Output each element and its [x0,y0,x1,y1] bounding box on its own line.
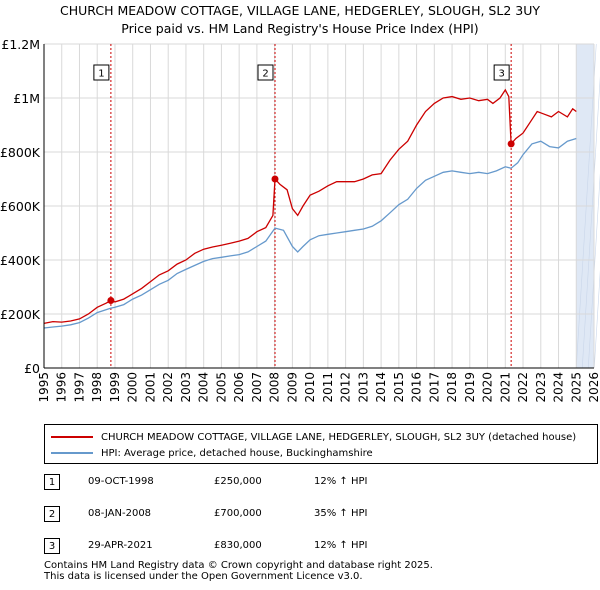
x-tick-label: 2021 [498,372,512,403]
x-tick-label: 2012 [339,372,353,403]
y-tick-label: £1M [13,91,40,106]
x-tick-label: 2023 [534,372,548,403]
sale-marker-label: 2 [262,69,268,80]
y-tick-label: £800K [0,145,41,160]
legend-item-property: CHURCH MEADOW COTTAGE, VILLAGE LANE, HED… [51,430,576,444]
x-tick-label: 2024 [552,372,566,403]
sale-point [271,175,279,183]
x-tick-label: 2019 [463,372,477,403]
footer: Contains HM Land Registry data © Crown c… [44,560,433,582]
x-tick-label: 2004 [197,372,211,403]
sale-number-badge: 2 [44,506,60,522]
x-tick-label: 2025 [569,372,583,403]
x-tick-label: 1995 [37,372,51,403]
legend-swatch-property [51,436,93,438]
x-tick-label: 1999 [108,372,122,403]
x-tick-label: 2015 [392,372,406,403]
future-hatch [593,270,600,369]
y-tick-label: £0 [24,361,40,376]
sale-price: £250,000 [214,476,262,487]
x-tick-label: 2018 [445,372,459,403]
x-tick-label: 2003 [179,372,193,403]
x-tick-label: 2001 [143,372,157,403]
sale-point [507,140,515,148]
sale-marker-box [493,64,510,81]
y-tick-label: £400K [0,253,41,268]
x-tick-label: 2010 [303,372,317,403]
legend-label-hpi: HPI: Average price, detached house, Buck… [101,447,373,459]
x-tick-label: 2007 [250,372,264,403]
sale-marker-label: 1 [98,69,104,80]
y-tick-label: £600K [0,199,41,214]
x-tick-label: 2016 [410,372,424,403]
legend-item-hpi: HPI: Average price, detached house, Buck… [51,446,373,460]
legend: CHURCH MEADOW COTTAGE, VILLAGE LANE, HED… [44,424,598,464]
sale-date: 09-OCT-1998 [88,476,154,487]
x-tick-label: 2022 [516,372,530,403]
sale-row: 1 09-OCT-1998 £250,000 12% ↑ HPI [44,474,464,492]
legend-label-property: CHURCH MEADOW COTTAGE, VILLAGE LANE, HED… [101,431,577,443]
x-tick-label: 2000 [126,372,140,403]
sale-row: 3 29-APR-2021 £830,000 12% ↑ HPI [44,538,464,556]
footer-licence: This data is licensed under the Open Gov… [44,571,363,582]
sale-hpi-change: 12% ↑ HPI [314,540,368,551]
sale-marker-label: 3 [498,69,504,80]
series-line-hpi [43,137,577,329]
sale-price: £830,000 [214,540,262,551]
x-tick-label: 2009 [285,372,299,403]
sale-number-badge: 1 [44,474,60,490]
sale-point [107,297,115,304]
sale-marker-box [93,64,110,81]
series-line-property [43,88,577,325]
sale-price: £700,000 [214,508,262,519]
sale-hpi-change: 35% ↑ HPI [314,508,368,519]
y-tick-label: £1.2M [1,37,40,52]
legend-swatch-hpi [51,452,93,454]
x-tick-label: 2017 [427,372,441,403]
x-tick-label: 1996 [55,372,69,403]
x-tick-label: 2005 [214,372,228,403]
x-tick-label: 2020 [481,372,495,403]
footer-copyright: Contains HM Land Registry data © Crown c… [44,560,433,571]
sale-hpi-change: 12% ↑ HPI [314,476,368,487]
chart-title-address: CHURCH MEADOW COTTAGE, VILLAGE LANE, HED… [60,3,540,18]
x-tick-label: 1998 [90,372,104,403]
sale-number-badge: 3 [44,538,60,554]
x-tick-label: 2002 [161,372,175,403]
x-tick-label: 2011 [321,372,335,403]
x-tick-label: 2026 [587,372,600,403]
sale-date: 29-APR-2021 [88,540,153,551]
x-tick-label: 2013 [356,372,370,403]
sale-marker-box [257,64,274,81]
sale-row: 2 08-JAN-2008 £700,000 35% ↑ HPI [44,506,464,524]
sale-date: 08-JAN-2008 [88,508,152,519]
chart-subtitle: Price paid vs. HM Land Registry's House … [121,21,479,36]
x-tick-label: 1997 [72,372,86,403]
x-tick-label: 2006 [232,372,246,403]
y-tick-label: £200K [0,307,41,322]
x-tick-label: 2014 [374,372,388,403]
x-tick-label: 2008 [268,372,282,403]
